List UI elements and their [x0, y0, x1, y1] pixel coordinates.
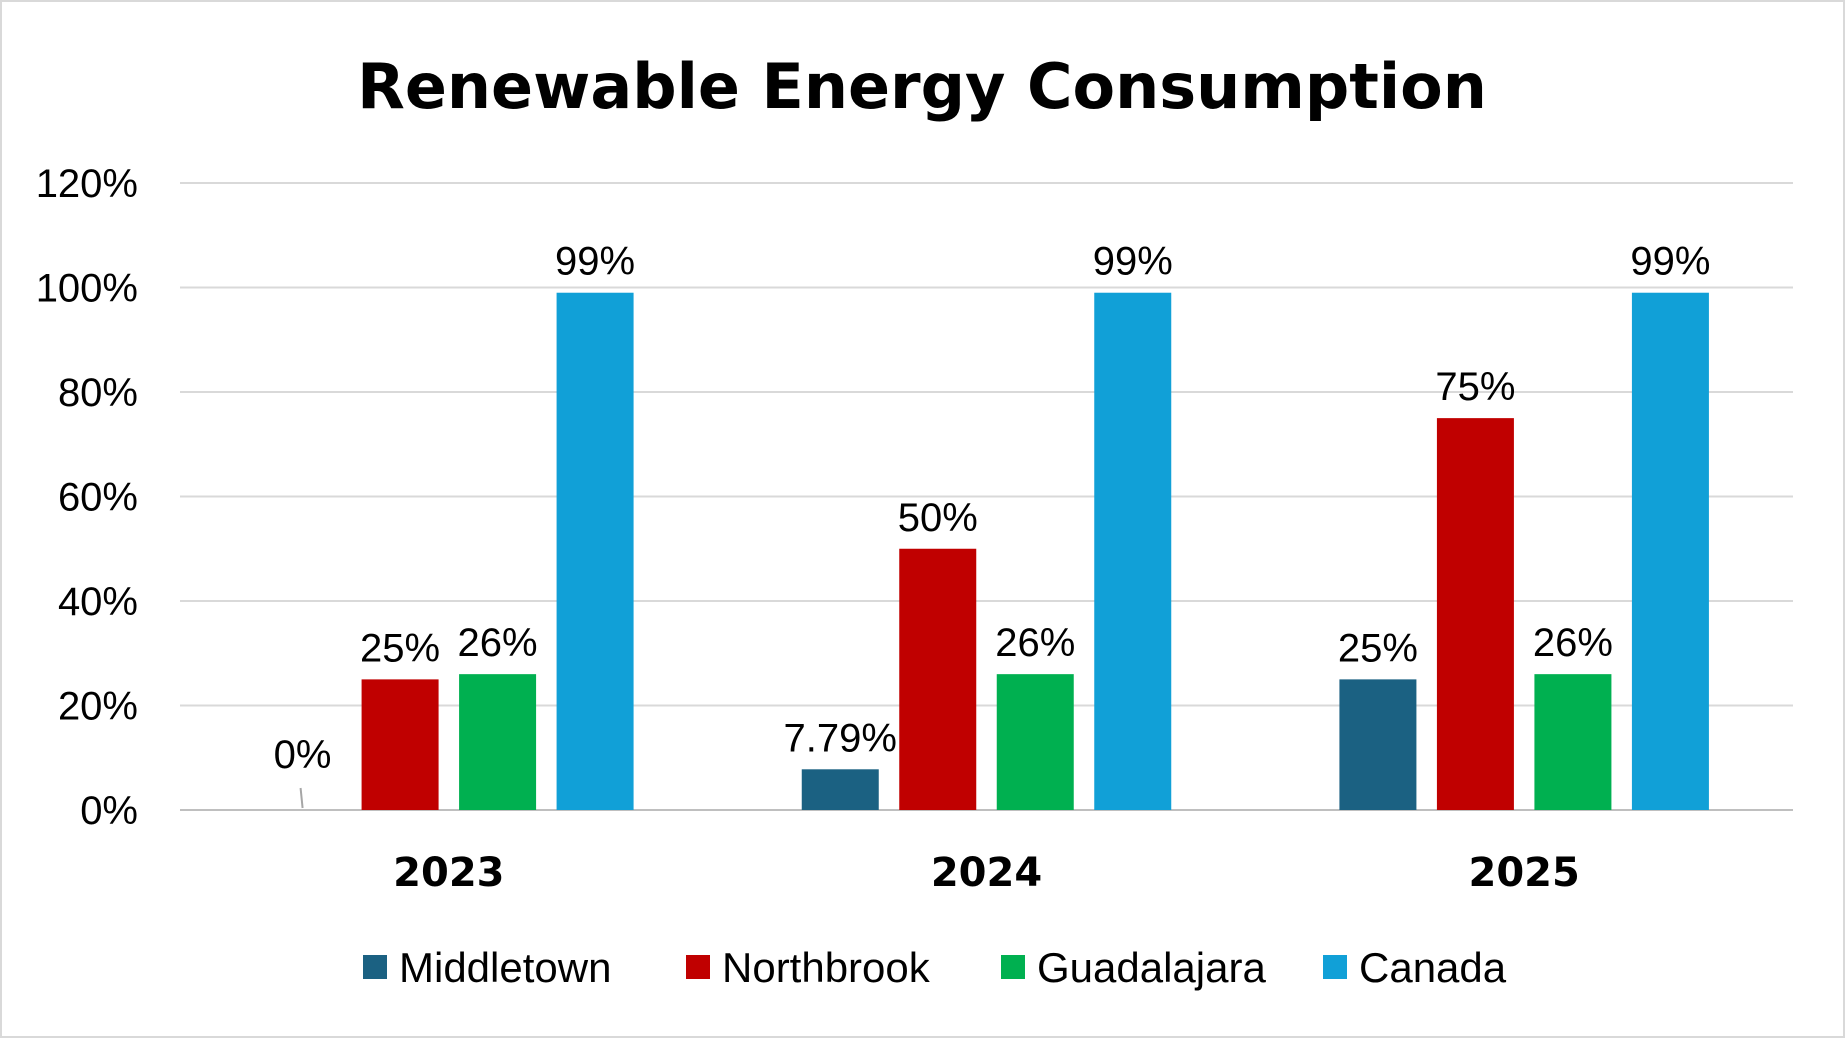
bar-middletown-2025 [1339, 679, 1417, 810]
y-tick-label: 20% [58, 685, 138, 729]
bar-guadalajara-2025 [1534, 674, 1612, 810]
x-category-label: 2025 [1469, 850, 1580, 896]
legend-swatch-guadalajara [1001, 955, 1025, 979]
data-labels: 0% 25% 26% 99% 7.79% 50% 26% 99% 25% 75% 26% 99% [274, 240, 1710, 809]
x-category-label: 2023 [393, 850, 504, 896]
y-tick-label: 60% [58, 476, 138, 520]
y-tick-label: 0% [80, 789, 138, 833]
data-label: 25% [1338, 626, 1418, 670]
bar-guadalajara-2024 [996, 674, 1074, 810]
data-label: 26% [1533, 621, 1613, 665]
bar-middletown-2024 [801, 769, 879, 810]
bar-canada-2025 [1631, 292, 1709, 811]
y-axis-ticks: 0% 20% 40% 60% 80% 100% 120% [36, 162, 138, 833]
bars [361, 292, 1709, 811]
data-label: 7.79% [784, 716, 897, 760]
data-label: 0% [274, 733, 332, 777]
y-tick-label: 120% [36, 162, 138, 206]
gridlines [180, 182, 1793, 811]
data-label: 50% [898, 496, 978, 540]
bar-canada-2024 [1094, 292, 1172, 811]
data-label: 99% [1630, 240, 1710, 284]
data-label: 25% [360, 626, 440, 670]
bar-canada-2023 [556, 292, 634, 811]
bar-northbrook-2023 [361, 679, 439, 810]
legend-swatch-northbrook [686, 955, 710, 979]
x-axis-categories: 2023 2024 2025 [393, 850, 1580, 896]
data-label: 75% [1435, 365, 1515, 409]
legend-label-middletown: Middletown [399, 944, 611, 991]
chart-title: Renewable Energy Consumption [357, 50, 1487, 123]
bar-northbrook-2025 [1436, 418, 1514, 810]
data-label: 99% [1093, 240, 1173, 284]
y-tick-label: 80% [58, 371, 138, 415]
legend-swatch-middletown [363, 955, 387, 979]
y-tick-label: 40% [58, 580, 138, 624]
leader-line [299, 787, 304, 809]
bar-northbrook-2024 [899, 548, 977, 810]
data-label: 99% [555, 240, 635, 284]
legend: Middletown Northbrook Guadalajara Canada [363, 944, 1507, 991]
data-label: 26% [458, 621, 538, 665]
data-label: 26% [995, 621, 1075, 665]
legend-label-northbrook: Northbrook [722, 944, 931, 991]
x-category-label: 2024 [931, 850, 1042, 896]
legend-swatch-canada [1323, 955, 1347, 979]
bar-guadalajara-2023 [459, 674, 537, 810]
legend-label-guadalajara: Guadalajara [1037, 944, 1266, 991]
legend-label-canada: Canada [1359, 944, 1507, 991]
y-tick-label: 100% [36, 267, 138, 311]
